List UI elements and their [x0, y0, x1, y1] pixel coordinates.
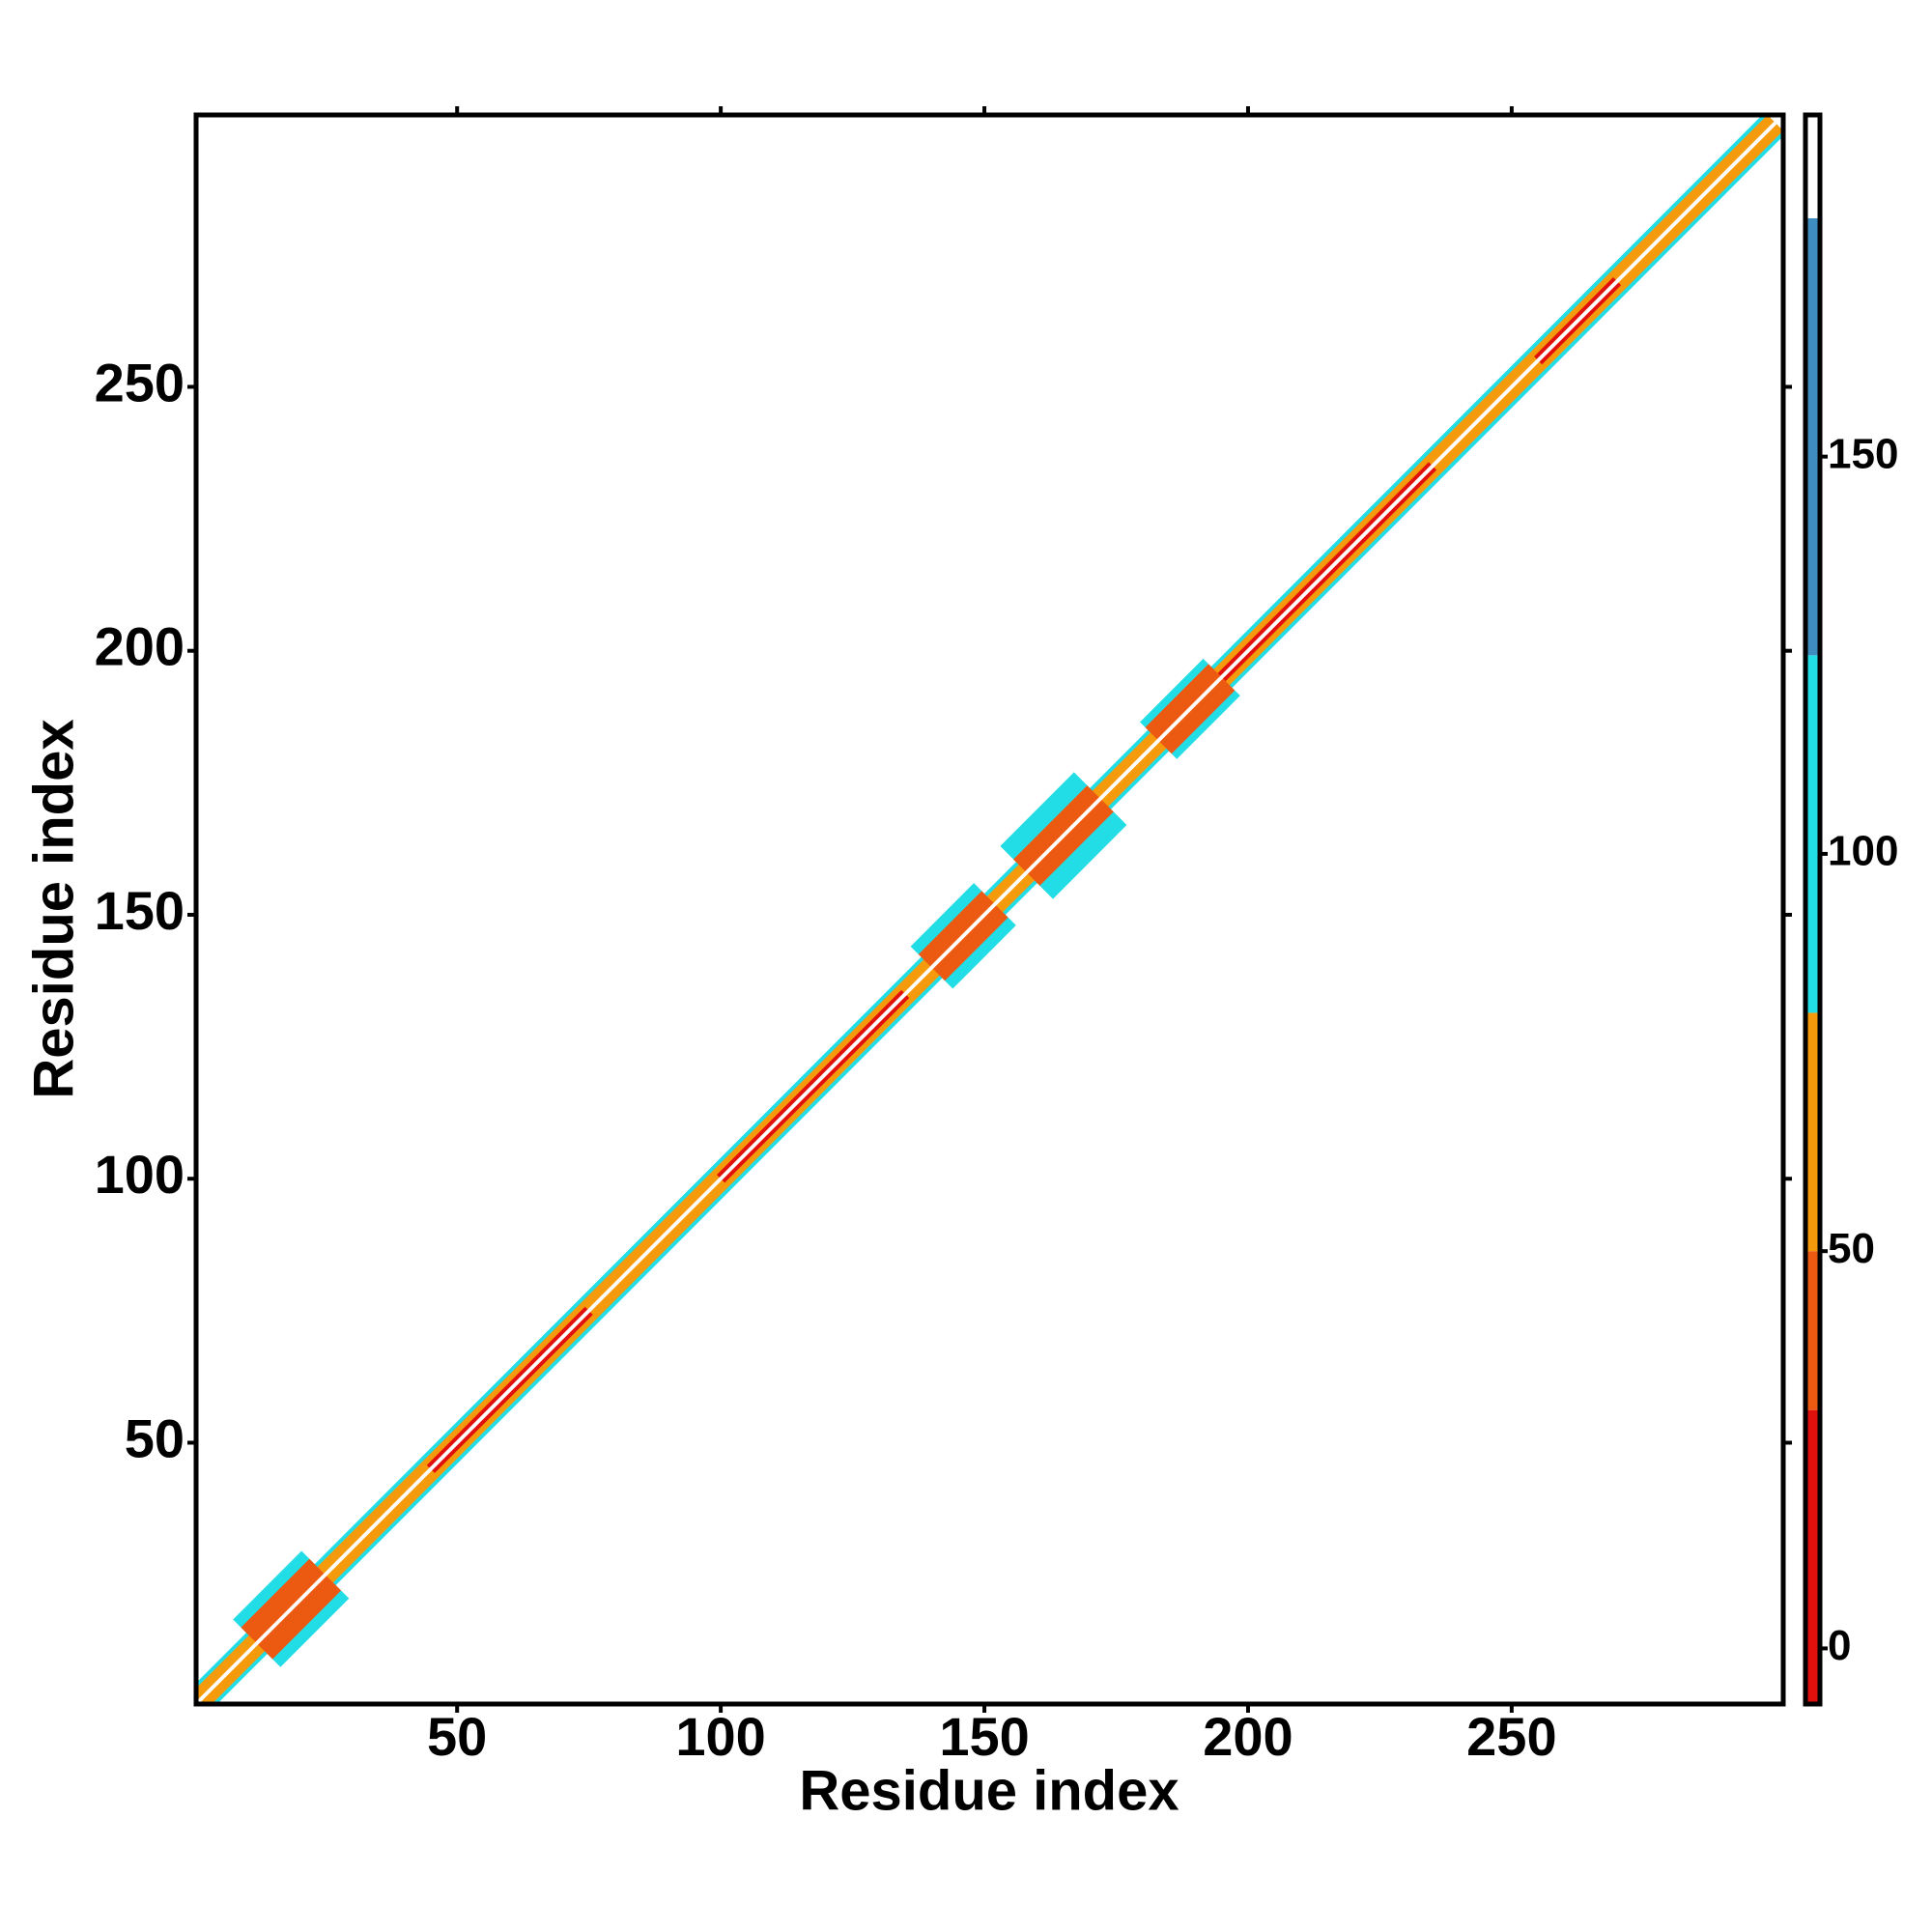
colorbar-segment: [1805, 1409, 1820, 1704]
y-tick-label: 250: [95, 352, 185, 412]
y-tick-label: 200: [95, 616, 185, 677]
colorbar-tick-label: 50: [1828, 1225, 1875, 1272]
x-tick-label: 50: [427, 1706, 487, 1767]
plot-area: [196, 115, 1783, 1704]
y-axis-label: Residue index: [22, 719, 85, 1098]
contact-band: [197, 121, 1777, 1703]
x-tick-label: 150: [939, 1706, 1029, 1767]
colorbar-segment: [1805, 115, 1820, 218]
colorbar-segment: [1805, 217, 1820, 656]
x-tick-label: 200: [1203, 1706, 1293, 1767]
colorbar-segment: [1805, 1012, 1820, 1252]
x-axis-label: Residue index: [799, 1759, 1179, 1822]
colorbar-frame: [1803, 112, 1823, 1707]
colorbar-segment: [1805, 655, 1820, 1013]
x-tick-label: 250: [1466, 1706, 1556, 1767]
x-tick-label: 100: [675, 1706, 765, 1767]
colorbar-segment: [1805, 1251, 1820, 1410]
colorbar-tick-label: 150: [1828, 430, 1898, 477]
plot-frame: [193, 112, 1786, 1707]
colorbar-tick-label: 0: [1828, 1622, 1851, 1669]
y-tick-label: 50: [125, 1407, 185, 1468]
y-tick-label: 100: [95, 1144, 185, 1205]
y-tick-label: 150: [95, 880, 185, 941]
colorbar-tick-label: 100: [1828, 828, 1898, 875]
